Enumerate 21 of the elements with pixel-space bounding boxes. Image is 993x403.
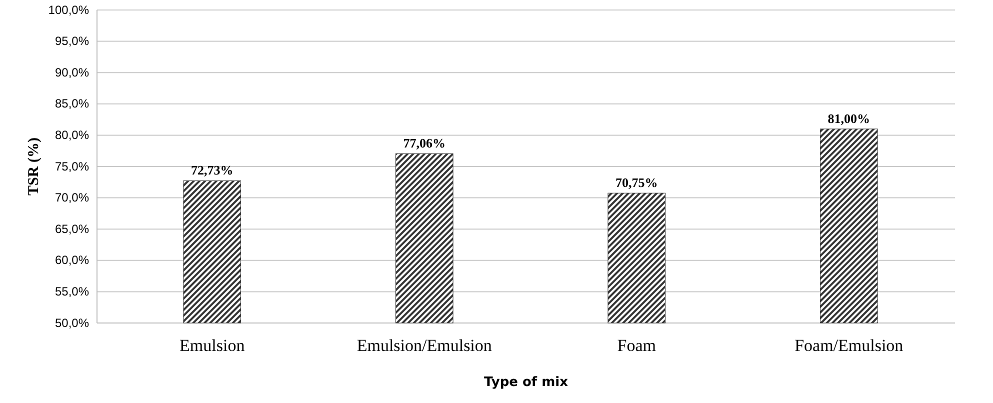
x-tick-label: Emulsion: [180, 336, 246, 356]
y-tick-label: 100,0%: [48, 2, 90, 17]
data-label: 77,06%: [403, 136, 446, 151]
y-tick-label: 95,0%: [54, 34, 90, 48]
y-tick-label: 85,0%: [54, 96, 90, 111]
y-tick-label: 65,0%: [54, 222, 90, 236]
y-tick-label: 80,0%: [54, 128, 90, 142]
y-axis-title: TSR (%): [26, 138, 42, 196]
y-tick-label: 70,0%: [54, 190, 90, 205]
y-tick-label: 55,0%: [54, 284, 90, 299]
y-tick-label: 75,0%: [54, 159, 90, 174]
y-tick-label: 50,0%: [54, 316, 90, 330]
x-tick-label: Emulsion/Emulsion: [356, 336, 492, 356]
x-tick-label: Foam/Emulsion: [794, 336, 904, 356]
data-label: 70,75%: [616, 175, 658, 190]
data-label: 81,00%: [828, 110, 870, 126]
x-tick-label: Foam: [617, 336, 656, 356]
y-tick-label: 60,0%: [54, 253, 90, 268]
x-axis-title: Type of mix: [484, 375, 569, 390]
data-label: 72,73%: [191, 162, 234, 178]
y-tick-label: 90,0%: [54, 65, 90, 80]
